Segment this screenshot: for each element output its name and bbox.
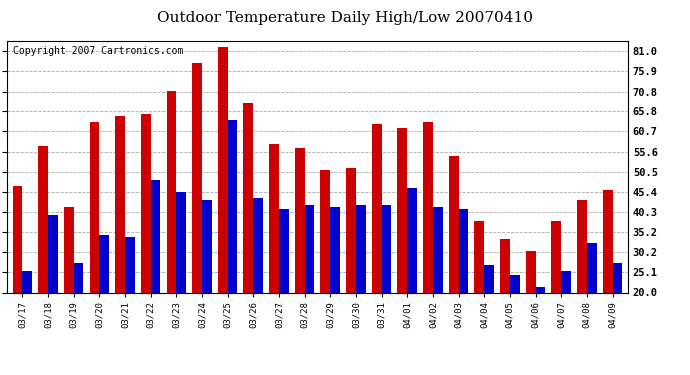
- Bar: [448, 156, 459, 372]
- Bar: [407, 188, 417, 372]
- Bar: [279, 209, 288, 372]
- Bar: [141, 114, 150, 372]
- Bar: [150, 180, 160, 372]
- Bar: [304, 206, 315, 372]
- Bar: [166, 91, 176, 372]
- Bar: [244, 103, 253, 372]
- Bar: [433, 207, 442, 372]
- Bar: [459, 209, 469, 372]
- Bar: [475, 221, 484, 372]
- Bar: [99, 235, 109, 372]
- Bar: [561, 271, 571, 372]
- Text: Copyright 2007 Cartronics.com: Copyright 2007 Cartronics.com: [13, 46, 184, 56]
- Bar: [176, 192, 186, 372]
- Bar: [526, 251, 535, 372]
- Bar: [356, 206, 366, 372]
- Bar: [577, 200, 586, 372]
- Bar: [74, 263, 83, 372]
- Bar: [115, 116, 125, 372]
- Bar: [90, 122, 99, 372]
- Bar: [228, 120, 237, 372]
- Bar: [586, 243, 597, 372]
- Bar: [295, 148, 304, 372]
- Bar: [331, 207, 340, 372]
- Bar: [193, 63, 202, 372]
- Bar: [346, 168, 356, 372]
- Bar: [397, 128, 407, 372]
- Bar: [125, 237, 135, 372]
- Bar: [423, 122, 433, 372]
- Bar: [202, 200, 212, 372]
- Bar: [253, 198, 263, 372]
- Bar: [484, 265, 494, 372]
- Bar: [603, 190, 613, 372]
- Bar: [613, 263, 622, 372]
- Bar: [64, 207, 74, 372]
- Bar: [372, 124, 382, 372]
- Bar: [551, 221, 561, 372]
- Bar: [500, 239, 510, 372]
- Bar: [320, 170, 331, 372]
- Text: Outdoor Temperature Daily High/Low 20070410: Outdoor Temperature Daily High/Low 20070…: [157, 11, 533, 25]
- Bar: [38, 146, 48, 372]
- Bar: [218, 47, 228, 372]
- Bar: [510, 275, 520, 372]
- Bar: [48, 215, 58, 372]
- Bar: [535, 286, 545, 372]
- Bar: [269, 144, 279, 372]
- Bar: [382, 206, 391, 372]
- Bar: [22, 271, 32, 372]
- Bar: [12, 186, 22, 372]
